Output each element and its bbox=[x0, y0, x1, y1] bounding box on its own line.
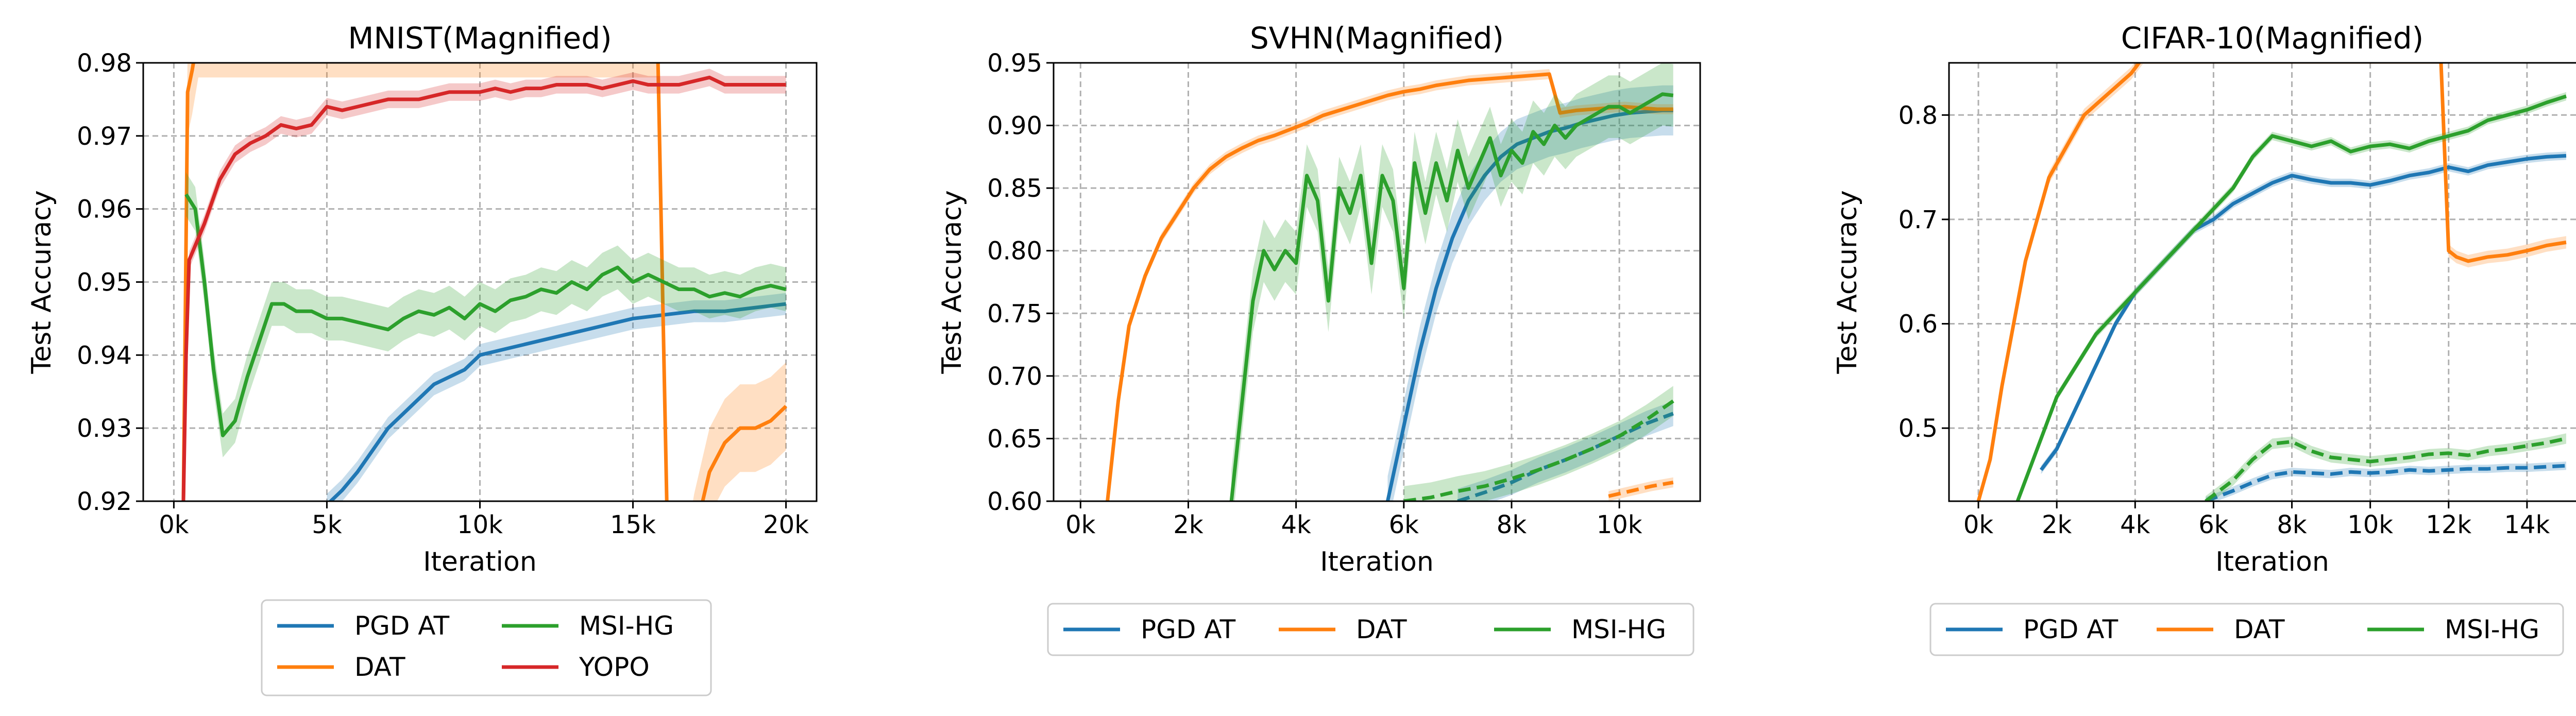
legend-label-2: MSI-HG bbox=[1571, 615, 1666, 644]
y-tick-label: 0.7 bbox=[1899, 206, 1938, 234]
y-tick-label: 0.65 bbox=[987, 424, 1042, 453]
x-tick-label: 0k bbox=[1065, 510, 1096, 539]
legend-label-3: YOPO bbox=[579, 652, 650, 682]
x-tick-label: 2k bbox=[2042, 510, 2072, 539]
y-tick-label: 0.60 bbox=[987, 487, 1042, 516]
series-band-0 bbox=[1387, 85, 1673, 501]
x-tick-label: 4k bbox=[2120, 510, 2150, 539]
legend: PGD AT MSI-HG DAT YOPO bbox=[261, 599, 712, 696]
y-tick-label: 0.97 bbox=[77, 122, 132, 151]
legend-box bbox=[261, 599, 712, 696]
series-line-0 bbox=[328, 302, 787, 501]
x-tick-label: 10k bbox=[1597, 510, 1642, 539]
x-tick-label: 0k bbox=[1963, 510, 1994, 539]
series-line-3 bbox=[1608, 481, 1674, 498]
y-tick-label: 0.8 bbox=[1899, 101, 1938, 130]
series-line-4 bbox=[2205, 437, 2567, 501]
series-line-2 bbox=[1976, 63, 2567, 501]
y-tick-label: 0.92 bbox=[77, 487, 132, 516]
legend-label-1: DAT bbox=[2234, 615, 2285, 644]
plot-area bbox=[181, 63, 788, 501]
x-axis-label: Iteration bbox=[1320, 547, 1434, 577]
x-tick-label: 4k bbox=[1281, 510, 1311, 539]
x-tick-label: 14k bbox=[2504, 510, 2550, 539]
series-line-1 bbox=[181, 63, 788, 501]
legend-label-0: PGD AT bbox=[1141, 615, 1236, 644]
chart-title: SVHN(Magnified) bbox=[1250, 21, 1504, 56]
chart-title: CIFAR-10(Magnified) bbox=[2121, 21, 2424, 56]
series-band-5 bbox=[1403, 386, 1673, 501]
y-tick-label: 0.98 bbox=[77, 49, 132, 78]
x-tick-label: 5k bbox=[312, 510, 342, 539]
x-axis-label: Iteration bbox=[423, 547, 537, 577]
chart-panel-0: 0k 5k 10k 15k 20k 0.92 0.93 0.94 0.95 0.96 0.97 0.9… bbox=[26, 21, 818, 696]
series-line-1 bbox=[2205, 464, 2567, 501]
x-tick-label: 15k bbox=[610, 510, 656, 539]
y-axis-label: Test Accuracy bbox=[26, 190, 57, 374]
legend-label-0: PGD AT bbox=[354, 611, 450, 641]
legend-label-1: MSI-HG bbox=[579, 611, 674, 641]
y-tick-label: 0.80 bbox=[987, 237, 1042, 266]
y-tick-label: 0.95 bbox=[987, 49, 1042, 78]
y-tick-label: 0.95 bbox=[77, 268, 132, 297]
legend: PGD AT DAT MSI-HG bbox=[1047, 603, 1694, 656]
series-line-3 bbox=[2015, 94, 2567, 501]
legend: PGD AT DAT MSI-HG bbox=[1929, 603, 2564, 656]
y-tick-label: 0.96 bbox=[77, 195, 132, 224]
series-band-2 bbox=[186, 172, 786, 457]
series-band-1 bbox=[1458, 401, 1673, 501]
y-tick-label: 0.85 bbox=[987, 174, 1042, 203]
y-tick-label: 0.70 bbox=[987, 362, 1042, 391]
plot-area bbox=[1976, 63, 2567, 501]
x-tick-label: 10k bbox=[457, 510, 503, 539]
x-tick-label: 8k bbox=[1497, 510, 1527, 539]
legend-box bbox=[1929, 603, 2564, 656]
legend-label-2: DAT bbox=[354, 652, 405, 682]
series-band-1 bbox=[183, 63, 786, 501]
x-tick-label: 12k bbox=[2426, 510, 2471, 539]
series-line-5 bbox=[1403, 399, 1674, 501]
series-line-4 bbox=[1229, 92, 1674, 501]
y-tick-label: 0.6 bbox=[1899, 310, 1938, 339]
x-tick-label: 2k bbox=[1173, 510, 1204, 539]
y-tick-label: 0.94 bbox=[77, 341, 132, 370]
y-tick-label: 0.5 bbox=[1899, 414, 1938, 443]
y-tick-label: 0.93 bbox=[77, 414, 132, 443]
x-tick-label: 6k bbox=[1389, 510, 1419, 539]
x-tick-label: 0k bbox=[159, 510, 189, 539]
legend-label-1: DAT bbox=[1356, 615, 1407, 644]
chart-panel-2: 0k 2k 4k 6k 8k 10k 12k 14k 0.5 0.6 0.7 0.8 CIFAR-10(… bbox=[1832, 21, 2576, 656]
legend-label-2: MSI-HG bbox=[2445, 615, 2539, 644]
chart-title: MNIST(Magnified) bbox=[348, 21, 612, 56]
axes-frame bbox=[1948, 62, 2576, 502]
series-band-1 bbox=[2206, 462, 2566, 501]
y-tick-label: 0.90 bbox=[987, 112, 1042, 141]
x-tick-label: 20k bbox=[763, 510, 809, 539]
series-line-2 bbox=[184, 193, 787, 437]
chart-panel-1: 0k 2k 4k 6k 8k 10k 0.60 0.65 0.70 0.75 0.80 0.85 0.9… bbox=[937, 21, 1701, 656]
series-band-3 bbox=[1608, 477, 1673, 501]
legend-label-0: PGD AT bbox=[2023, 615, 2119, 644]
x-tick-label: 6k bbox=[2198, 510, 2229, 539]
axes-frame bbox=[1053, 62, 1701, 502]
x-tick-label: 10k bbox=[2347, 510, 2393, 539]
series-band-4 bbox=[1231, 63, 1673, 501]
series-line-2 bbox=[1106, 72, 1673, 501]
y-tick-label: 0.75 bbox=[987, 299, 1042, 328]
y-axis-label: Test Accuracy bbox=[1832, 190, 1863, 374]
series-band-4 bbox=[2206, 433, 2566, 501]
series-line-3 bbox=[181, 75, 786, 501]
y-axis-label: Test Accuracy bbox=[937, 190, 968, 374]
x-tick-label: 8k bbox=[2277, 510, 2307, 539]
series-line-0 bbox=[2039, 154, 2567, 471]
x-axis-label: Iteration bbox=[2215, 547, 2329, 577]
plot-area bbox=[1106, 63, 1674, 501]
legend-box bbox=[1047, 603, 1694, 656]
